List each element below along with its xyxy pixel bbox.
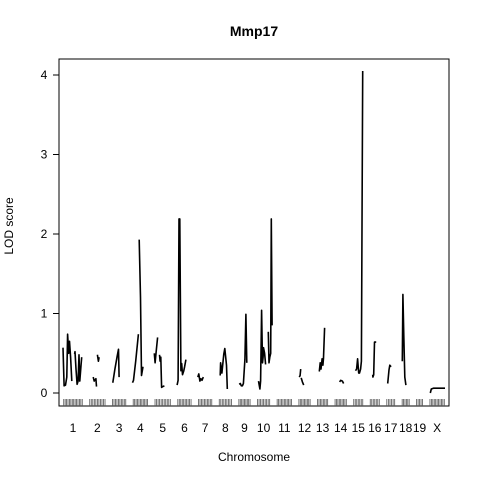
x-tick-label-chr10: 10: [257, 421, 271, 435]
x-tick-label-chr12: 12: [298, 421, 312, 435]
lod-line-chr15: [354, 70, 364, 374]
lod-curves: [62, 70, 445, 394]
marker-rug: [63, 399, 445, 406]
x-tick-label-chr17: 17: [384, 421, 398, 435]
lod-line-chr4: [138, 239, 144, 377]
x-tick-label-chr2: 2: [94, 421, 101, 435]
x-tick-label-chr4: 4: [137, 421, 144, 435]
y-axis-label: LOD score: [2, 197, 16, 255]
x-tick-label-chr14: 14: [334, 421, 348, 435]
x-tick-label-chr9: 9: [241, 421, 248, 435]
lod-line-chr14: [338, 379, 345, 384]
x-tick-label-chr5: 5: [159, 421, 166, 435]
x-axis-label: Chromosome: [218, 450, 290, 464]
x-axis: 1 2 3 4 5 6 7 8 9 10 11 12 13 14 15 16 17 18 19 X: [70, 421, 441, 435]
x-tick-label-chr8: 8: [222, 421, 229, 435]
lod-line-chr10: [267, 218, 273, 364]
x-tick-label-chr6: 6: [181, 421, 188, 435]
lod-line-chr12: [300, 377, 305, 386]
y-tick-label: 1: [41, 307, 48, 321]
x-tick-label-chrX: X: [433, 421, 441, 435]
x-tick-label-chr3: 3: [116, 421, 123, 435]
lod-line-chr8: [219, 347, 229, 390]
lod-line-chr1: [73, 350, 83, 386]
x-tick-label-chr13: 13: [316, 421, 330, 435]
lod-line-chr2: [96, 354, 100, 363]
y-axis: 0 1 2 3 4: [41, 68, 60, 400]
x-tick-label-chr1: 1: [70, 421, 77, 435]
x-tick-label-chr11: 11: [278, 421, 291, 435]
lod-line-chr5: [153, 337, 159, 364]
lod-line-chr2: [92, 376, 98, 387]
x-tick-label-chr15: 15: [352, 421, 366, 435]
lod-line-chr5: [158, 354, 165, 389]
lod-line-chr16: [371, 341, 377, 378]
lod-line-chr13: [318, 327, 326, 372]
lod-line-chr7: [197, 373, 205, 382]
lod-line-chr10: [257, 309, 267, 390]
y-tick-label: 2: [41, 227, 48, 241]
y-tick-label: 4: [41, 68, 48, 82]
x-tick-label-chr16: 16: [368, 421, 382, 435]
x-tick-label-chr18: 18: [399, 421, 413, 435]
lod-line-chr18: [401, 293, 407, 386]
chart-title: Mmp17: [230, 23, 278, 39]
lod-line-chr9: [238, 313, 248, 387]
x-tick-label-chr7: 7: [202, 421, 209, 435]
lod-line-chr3: [112, 348, 120, 383]
lod-line-chr12: [298, 369, 302, 378]
lod-line-chr1: [62, 333, 73, 387]
x-tick-label-chr19: 19: [413, 421, 427, 435]
lod-line-chr6: [176, 218, 187, 386]
lod-line-chr4: [131, 334, 140, 384]
y-tick-label: 0: [41, 386, 48, 400]
y-tick-label: 3: [41, 148, 48, 162]
lod-line-chrX: [429, 387, 445, 394]
lod-line-chr17: [386, 364, 392, 384]
